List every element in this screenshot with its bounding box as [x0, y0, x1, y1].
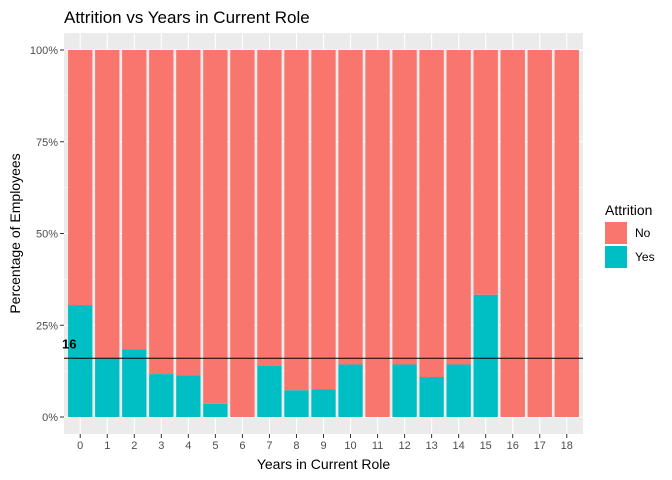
legend-key-no — [605, 222, 627, 244]
bar-no-1 — [95, 50, 120, 359]
bar-yes-10 — [338, 364, 363, 417]
x-tick-label: 0 — [77, 440, 83, 452]
x-tick-label: 5 — [212, 440, 218, 452]
x-tick-label: 11 — [372, 440, 383, 452]
bar-no-6 — [230, 50, 255, 417]
bar-no-12 — [392, 50, 417, 365]
bar-no-2 — [122, 50, 147, 350]
legend-label-no: No — [635, 226, 651, 240]
bar-no-0 — [68, 50, 93, 306]
x-tick-label: 17 — [534, 440, 546, 452]
bar-yes-7 — [257, 365, 282, 417]
bar-yes-4 — [176, 375, 201, 417]
x-axis-title: Years in Current Role — [257, 456, 391, 472]
y-tick-label: 0% — [42, 412, 58, 424]
x-tick-label: 14 — [453, 440, 465, 452]
bar-no-7 — [257, 50, 282, 366]
bar-no-17 — [527, 50, 552, 417]
y-axis-title: Percentage of Employees — [7, 153, 23, 313]
bar-yes-1 — [95, 358, 120, 417]
bar-no-14 — [446, 50, 471, 365]
x-tick-label: 3 — [158, 440, 164, 452]
x-tick-label: 4 — [185, 440, 191, 452]
bar-yes-3 — [149, 374, 174, 417]
x-tick-label: 1 — [104, 440, 110, 452]
y-tick-label: 50% — [36, 229, 58, 241]
bars — [68, 50, 579, 417]
x-tick-label: 16 — [507, 440, 519, 452]
bar-no-5 — [203, 50, 228, 404]
bar-yes-5 — [203, 403, 228, 417]
x-tick-label: 8 — [293, 440, 299, 452]
x-tick-label: 15 — [480, 440, 492, 452]
bar-no-11 — [365, 50, 390, 417]
x-tick-label: 6 — [239, 440, 245, 452]
bar-yes-12 — [392, 364, 417, 417]
x-tick-label: 7 — [266, 440, 272, 452]
x-tick-label: 12 — [398, 440, 410, 452]
y-tick-label: 25% — [36, 320, 58, 332]
legend-title: Attrition — [605, 202, 652, 218]
y-tick-label: 100% — [30, 45, 58, 57]
bar-no-15 — [473, 50, 498, 295]
bar-yes-15 — [473, 294, 498, 417]
reference-line-label: 16 — [62, 336, 76, 351]
x-tick-label: 2 — [131, 440, 137, 452]
bar-no-16 — [500, 50, 525, 417]
bar-yes-2 — [122, 349, 147, 417]
y-axis: 0% 25% 50% 75% 100% — [30, 45, 64, 424]
x-tick-label: 9 — [320, 440, 326, 452]
chart-title: Attrition vs Years in Current Role — [64, 8, 310, 27]
x-tick-label: 13 — [426, 440, 438, 452]
bar-no-9 — [311, 50, 336, 390]
bar-no-10 — [338, 50, 363, 365]
bar-yes-8 — [284, 390, 309, 417]
reference-line-group: 16 — [62, 336, 583, 359]
legend: Attrition No Yes — [605, 202, 655, 268]
bar-no-3 — [149, 50, 174, 375]
bar-no-18 — [554, 50, 579, 417]
x-axis: 0 1 2 3 4 5 6 7 8 9 10 11 12 13 14 15 16 17 18 — [77, 434, 573, 452]
bar-no-13 — [419, 50, 444, 377]
x-tick-label: 10 — [344, 440, 356, 452]
x-tick-label: 18 — [561, 440, 573, 452]
y-tick-label: 75% — [36, 137, 58, 149]
bar-yes-14 — [446, 364, 471, 417]
bar-no-4 — [176, 50, 201, 376]
bar-yes-9 — [311, 389, 336, 417]
legend-key-yes — [605, 246, 627, 268]
bar-yes-13 — [419, 376, 444, 417]
bar-yes-0 — [68, 305, 93, 417]
legend-label-yes: Yes — [635, 250, 655, 264]
bar-no-8 — [284, 50, 309, 391]
